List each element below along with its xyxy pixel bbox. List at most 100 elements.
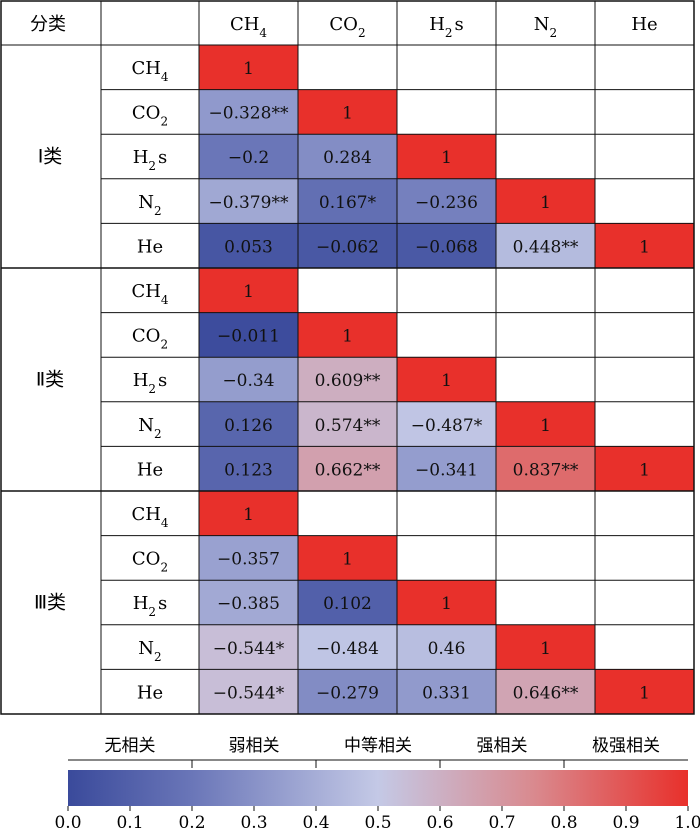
heatmap-cell [199,401,298,447]
column-header-co2: CO2 [329,14,365,40]
cell-value: 1 [540,193,551,213]
row-label: H2 s [133,370,168,396]
heatmap-cell [298,357,397,402]
color-bar-tick-label: 0.4 [302,813,329,833]
heatmap-cell [199,357,298,402]
row-label: N2 [138,415,161,441]
cell-value: −0.062 [316,237,379,257]
heatmap-cell [298,178,397,224]
heatmap-cell [496,624,595,670]
heatmap-cell [397,178,496,224]
cell-value: 1 [540,639,551,659]
heatmap-cell [298,446,397,491]
row-label: CO2 [132,103,168,129]
table-grid [0,0,695,715]
cell-value: 1 [342,327,353,347]
heatmap-cell [397,223,496,268]
category-label: 无相关 [105,736,156,756]
cell-value: −0.068 [415,237,478,257]
heatmap-cells: 1 −0.328** 1 −0.2 0.284 1 −0.379** 0.167* −0.236… [199,45,694,714]
heatmap-cell [298,669,397,714]
group-label: Ⅱ类 [36,369,64,391]
cell-value: 1 [342,104,353,124]
row-label: N2 [138,638,161,664]
color-bar-tick-label: 0.1 [116,813,143,833]
heatmap-cell [199,223,298,268]
heatmap-cell [199,45,298,90]
heatmap-cell [397,357,496,402]
color-bar-tick-label: 0.8 [550,813,577,833]
row-label: CH4 [131,504,168,530]
color-bar-tick-label: 0.3 [240,813,267,833]
heatmap-cell [298,312,397,358]
heatmap-cell [199,268,298,313]
cell-value: 1 [441,594,452,614]
heatmap-cell [496,401,595,447]
cell-value: 1 [243,505,254,525]
cell-value: 1 [243,59,254,79]
column-header-he: He [631,14,657,35]
cell-value: −0.385 [217,594,280,614]
row-label: He [137,682,163,703]
heatmap-cell [397,401,496,447]
cell-value: 0.284 [323,148,372,168]
row-label: H2 s [133,593,168,619]
heatmap-cell [397,624,496,670]
color-bar-legend: 无相关 弱相关 中等相关 强相关 极强相关 0.0 0.1 0.2 0.3 0.4 0.5 0.6 0.… [54,736,700,833]
heatmap-cell [595,223,694,268]
heatmap-cell [199,669,298,714]
row-label: CH4 [131,281,168,307]
color-bar-tick-label: 0.9 [612,813,639,833]
column-header-n2: N2 [534,14,557,40]
heatmap-cell [298,223,397,268]
heatmap-cell [199,446,298,491]
heatmap-cell [298,535,397,581]
cell-value: −0.328** [209,104,289,124]
cell-value: 0.167* [319,193,377,213]
heatmap-cell [496,446,595,491]
row-label: CO2 [132,326,168,352]
category-label: 极强相关 [592,736,660,756]
cell-value: 0.662** [315,460,381,480]
cell-value: 1 [540,416,551,436]
category-label: 弱相关 [229,736,280,756]
group-label: Ⅲ类 [34,592,66,614]
cell-value: −0.544* [213,683,285,703]
heatmap-cell [199,624,298,670]
cell-value: 0.609** [315,371,381,391]
row-label: CO2 [132,549,168,575]
cell-value: −0.487* [411,416,483,436]
column-header-h2: H2 s [429,14,464,40]
heatmap-cell [298,580,397,625]
cell-value: −0.34 [222,371,274,391]
cell-value: 1 [441,371,452,391]
heatmap-cell [397,580,496,625]
column-header-ch4: CH4 [230,14,267,40]
heatmap-cell [199,89,298,135]
heatmap-cell [298,89,397,135]
heatmap-cell [199,134,298,179]
cell-value: 0.102 [323,594,372,614]
cell-value: −0.357 [217,550,280,570]
color-bar-tick-label: 0.0 [54,813,81,833]
row-label: N2 [138,192,161,218]
color-bar-tick-label: 0.6 [426,813,453,833]
header-row: 分类 CH4 CO2 H2 s N2 He [30,14,658,40]
heatmap-cell [496,669,595,714]
group-label: Ⅰ类 [38,146,63,168]
heatmap-cell [199,312,298,358]
cell-value: 1 [342,550,353,570]
cell-value: 0.053 [224,237,273,257]
heatmap-cell [298,624,397,670]
cell-value: 0.126 [224,416,273,436]
heatmap-cell [397,446,496,491]
heatmap-cell [397,134,496,179]
cell-value: −0.484 [316,639,379,659]
color-bar [68,770,688,806]
color-bar-tick-label: 1.0 [674,813,700,833]
cell-value: −0.236 [415,193,478,213]
heatmap-cell [496,178,595,224]
heatmap-cell [199,178,298,224]
cell-value: 0.574** [315,416,381,436]
